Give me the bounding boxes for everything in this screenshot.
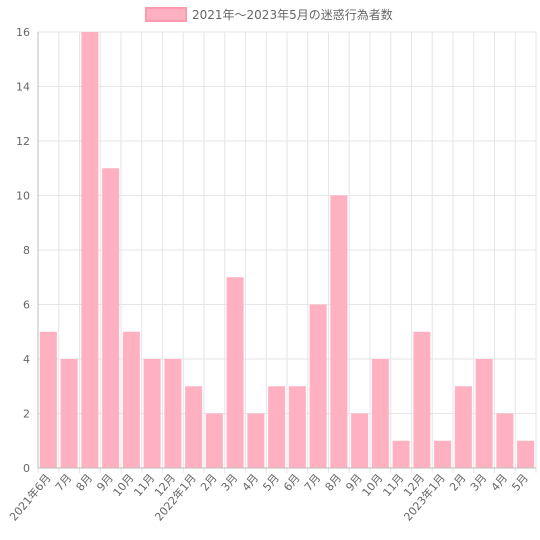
y-tick-label: 2	[23, 408, 30, 421]
x-tick-label: 11月	[380, 472, 406, 500]
bar[interactable]	[371, 359, 389, 468]
bar[interactable]	[226, 277, 244, 468]
bar[interactable]	[330, 195, 348, 469]
y-tick-label: 14	[16, 81, 30, 94]
bar[interactable]	[288, 386, 306, 468]
y-axis: 0 2 4 6 8 10 12 14 16	[16, 26, 39, 475]
legend-label[interactable]: 2021年～2023年5月の迷惑行為者数	[192, 7, 393, 22]
bar[interactable]	[60, 359, 78, 468]
y-tick-label: 12	[16, 135, 30, 148]
x-tick-label: 8月	[74, 472, 96, 494]
y-tick-label: 10	[16, 190, 30, 203]
bar[interactable]	[39, 331, 57, 468]
bars	[39, 32, 535, 469]
x-tick-label: 7月	[53, 472, 75, 494]
bar[interactable]	[185, 386, 203, 468]
bar[interactable]	[81, 32, 99, 468]
bar[interactable]	[475, 359, 493, 468]
y-tick-label: 6	[23, 299, 30, 312]
bar[interactable]	[247, 413, 265, 469]
bar[interactable]	[102, 168, 120, 468]
y-tick-label: 0	[23, 462, 30, 475]
x-tick-label: 10月	[360, 472, 386, 500]
bar[interactable]	[517, 440, 535, 468]
x-tick-label: 6月	[281, 472, 303, 494]
x-tick-label: 11月	[131, 472, 157, 500]
bar[interactable]	[454, 386, 472, 468]
bar[interactable]	[268, 386, 286, 468]
y-tick-label: 8	[23, 244, 30, 257]
bar[interactable]	[164, 359, 182, 468]
x-tick-label: 2021年6月	[6, 471, 53, 524]
bar[interactable]	[143, 359, 161, 468]
bar[interactable]	[205, 413, 223, 469]
bar[interactable]	[309, 304, 327, 469]
x-tick-label: 2月	[198, 472, 220, 494]
x-tick-label: 10月	[111, 472, 137, 500]
y-tick-label: 4	[23, 353, 30, 366]
bar[interactable]	[351, 413, 369, 469]
bar[interactable]	[496, 413, 514, 469]
bar[interactable]	[434, 440, 452, 468]
bar[interactable]	[392, 440, 410, 468]
bar[interactable]	[413, 331, 431, 468]
y-tick-label: 16	[16, 26, 30, 39]
gridlines	[37, 31, 537, 473]
x-tick-label: 2月	[447, 472, 469, 494]
x-tick-label: 3月	[468, 472, 490, 494]
legend-swatch[interactable]	[145, 7, 187, 22]
x-tick-label: 5月	[260, 472, 282, 494]
x-tick-label: 5月	[509, 472, 531, 494]
x-tick-label: 4月	[240, 472, 262, 494]
bar[interactable]	[122, 331, 140, 468]
x-tick-label: 4月	[489, 472, 511, 494]
legend[interactable]: 2021年～2023年5月の迷惑行為者数	[145, 7, 393, 22]
x-tick-label: 7月	[302, 472, 324, 494]
x-tick-label: 8月	[323, 472, 345, 494]
x-tick-label: 3月	[219, 472, 241, 494]
